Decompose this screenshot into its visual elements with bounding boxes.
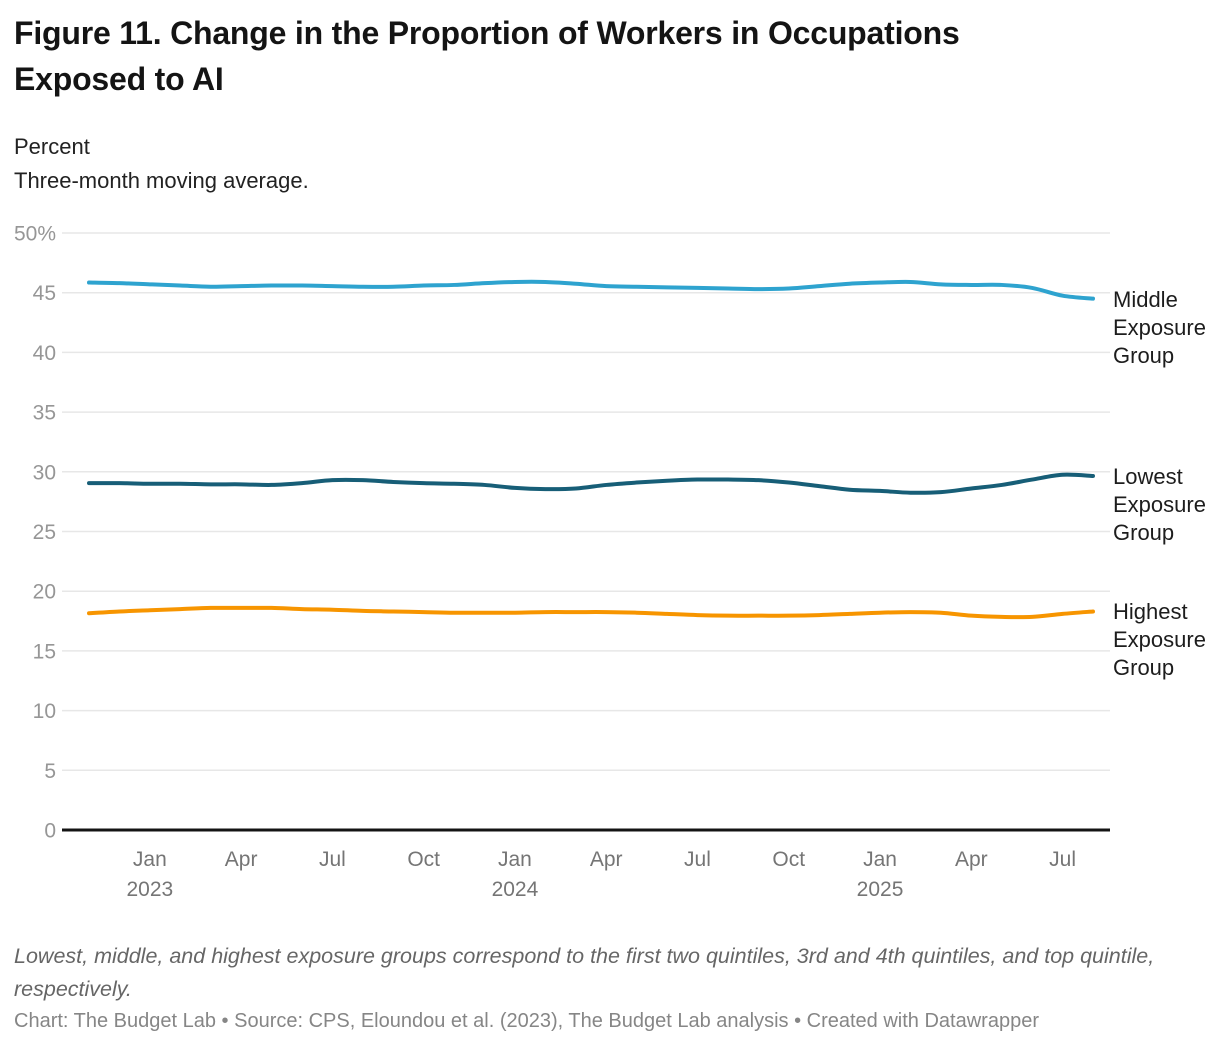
x-tick-year-label: 2024 xyxy=(492,878,539,901)
subtitle-line-moving-average: Three-month moving average. xyxy=(14,168,309,193)
chart-subtitle: Percent Three-month moving average. xyxy=(14,130,309,198)
credit-line: Chart: The Budget Lab • Source: CPS, Elo… xyxy=(14,1010,1039,1032)
y-tick-label: 5 xyxy=(44,760,56,783)
y-tick-label: 45 xyxy=(33,282,56,305)
footnote: Lowest, middle, and highest exposure gro… xyxy=(14,944,1155,1001)
x-tick-month-label: Jan xyxy=(133,848,167,871)
series-line-lowest-exposure-group xyxy=(87,472,1095,495)
y-tick-label: 10 xyxy=(33,700,56,723)
y-tick-label: 50% xyxy=(14,223,56,246)
x-tick-year-label: 2025 xyxy=(857,878,904,901)
x-tick-month-label: Jul xyxy=(319,848,346,871)
y-tick-label: 0 xyxy=(44,820,56,843)
x-tick-month-label: Oct xyxy=(772,848,805,871)
x-tick-month-label: Apr xyxy=(955,848,988,871)
y-tick-label: 25 xyxy=(33,521,56,544)
y-tick-label: 20 xyxy=(33,581,56,604)
x-tick-month-label: Jan xyxy=(863,848,897,871)
x-tick-month-label: Oct xyxy=(407,848,440,871)
y-tick-label: 30 xyxy=(33,461,56,484)
series-label-highest-exposure-group: Highest Exposure Group xyxy=(1113,599,1206,681)
y-tick-label: 15 xyxy=(33,640,56,663)
x-tick-month-label: Jan xyxy=(498,848,532,871)
x-tick-month-label: Apr xyxy=(225,848,258,871)
x-tick-month-label: Apr xyxy=(590,848,623,871)
x-tick-month-label: Jul xyxy=(684,848,711,871)
y-tick-label: 40 xyxy=(33,342,56,365)
y-tick-label: 35 xyxy=(33,402,56,425)
series-line-middle-exposure-group xyxy=(87,279,1095,301)
subtitle-line-percent: Percent xyxy=(14,134,90,159)
x-tick-month-label: Jul xyxy=(1049,848,1076,871)
chart-title: Figure 11. Change in the Proportion of W… xyxy=(14,15,960,98)
series-label-lowest-exposure-group: Lowest Exposure Group xyxy=(1113,463,1206,545)
series-line-highest-exposure-group xyxy=(87,605,1095,620)
x-tick-year-label: 2023 xyxy=(126,878,173,901)
series-label-middle-exposure-group: Middle Exposure Group xyxy=(1113,286,1206,368)
